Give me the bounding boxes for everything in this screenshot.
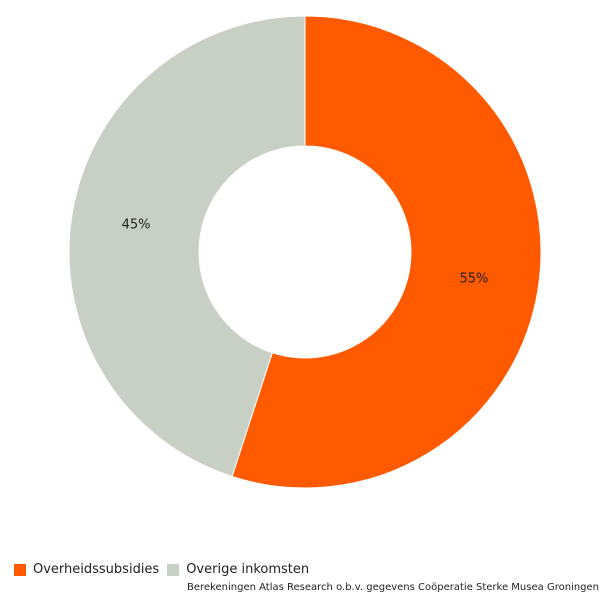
slice-label-overige-inkomsten: 45% [122,218,151,233]
legend-label-overige-inkomsten: Overige inkomsten [186,562,310,577]
chart-source: Berekeningen Atlas Research o.b.v. gegev… [187,582,599,593]
slice-overige-inkomsten[interactable] [68,15,306,478]
legend-item-overige-inkomsten[interactable]: Overige inkomsten [167,562,309,577]
slice-label-overheidssubsidies: 55% [459,271,488,286]
chart-legend: Overheidssubsidies Overige inkomsten [14,562,317,577]
legend-label-overheidssubsidies: Overheidssubsidies [33,562,160,577]
legend-swatch-overige-inkomsten [167,563,180,576]
donut-slices [68,15,542,489]
legend-swatch-overheidssubsidies [14,563,26,576]
slice-overheidssubsidies[interactable] [231,15,542,489]
legend-item-overheidssubsidies[interactable]: Overheidssubsidies [14,562,159,577]
donut-labels: 55% 45% [122,218,489,287]
